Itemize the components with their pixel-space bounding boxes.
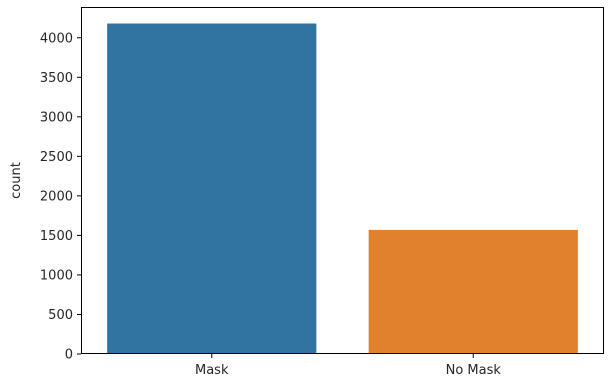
y-tick-label: 2500	[40, 150, 73, 165]
y-tick-label: 1000	[40, 268, 73, 283]
bars-group	[107, 23, 578, 355]
y-tick-label: 4000	[40, 31, 73, 46]
bar-no-mask	[368, 229, 578, 354]
plot-frame	[81, 7, 604, 354]
y-tick-label: 0	[65, 348, 73, 363]
y-axis-label: count	[9, 162, 24, 199]
x-tick-label: No Mask	[446, 363, 502, 378]
y-tick-label: 3000	[40, 110, 73, 125]
x-axis-ticks: Mask No Mask	[195, 354, 501, 378]
bar-mask	[107, 23, 317, 355]
y-axis-ticks: 0 500 1000 1500 2000 2500 3000 3500 4000	[40, 31, 81, 363]
x-tick-label: Mask	[195, 363, 229, 378]
y-tick-label: 1500	[40, 229, 73, 244]
y-tick-label: 500	[48, 308, 73, 323]
y-tick-label: 3500	[40, 71, 73, 86]
y-tick-label: 2000	[40, 189, 73, 204]
